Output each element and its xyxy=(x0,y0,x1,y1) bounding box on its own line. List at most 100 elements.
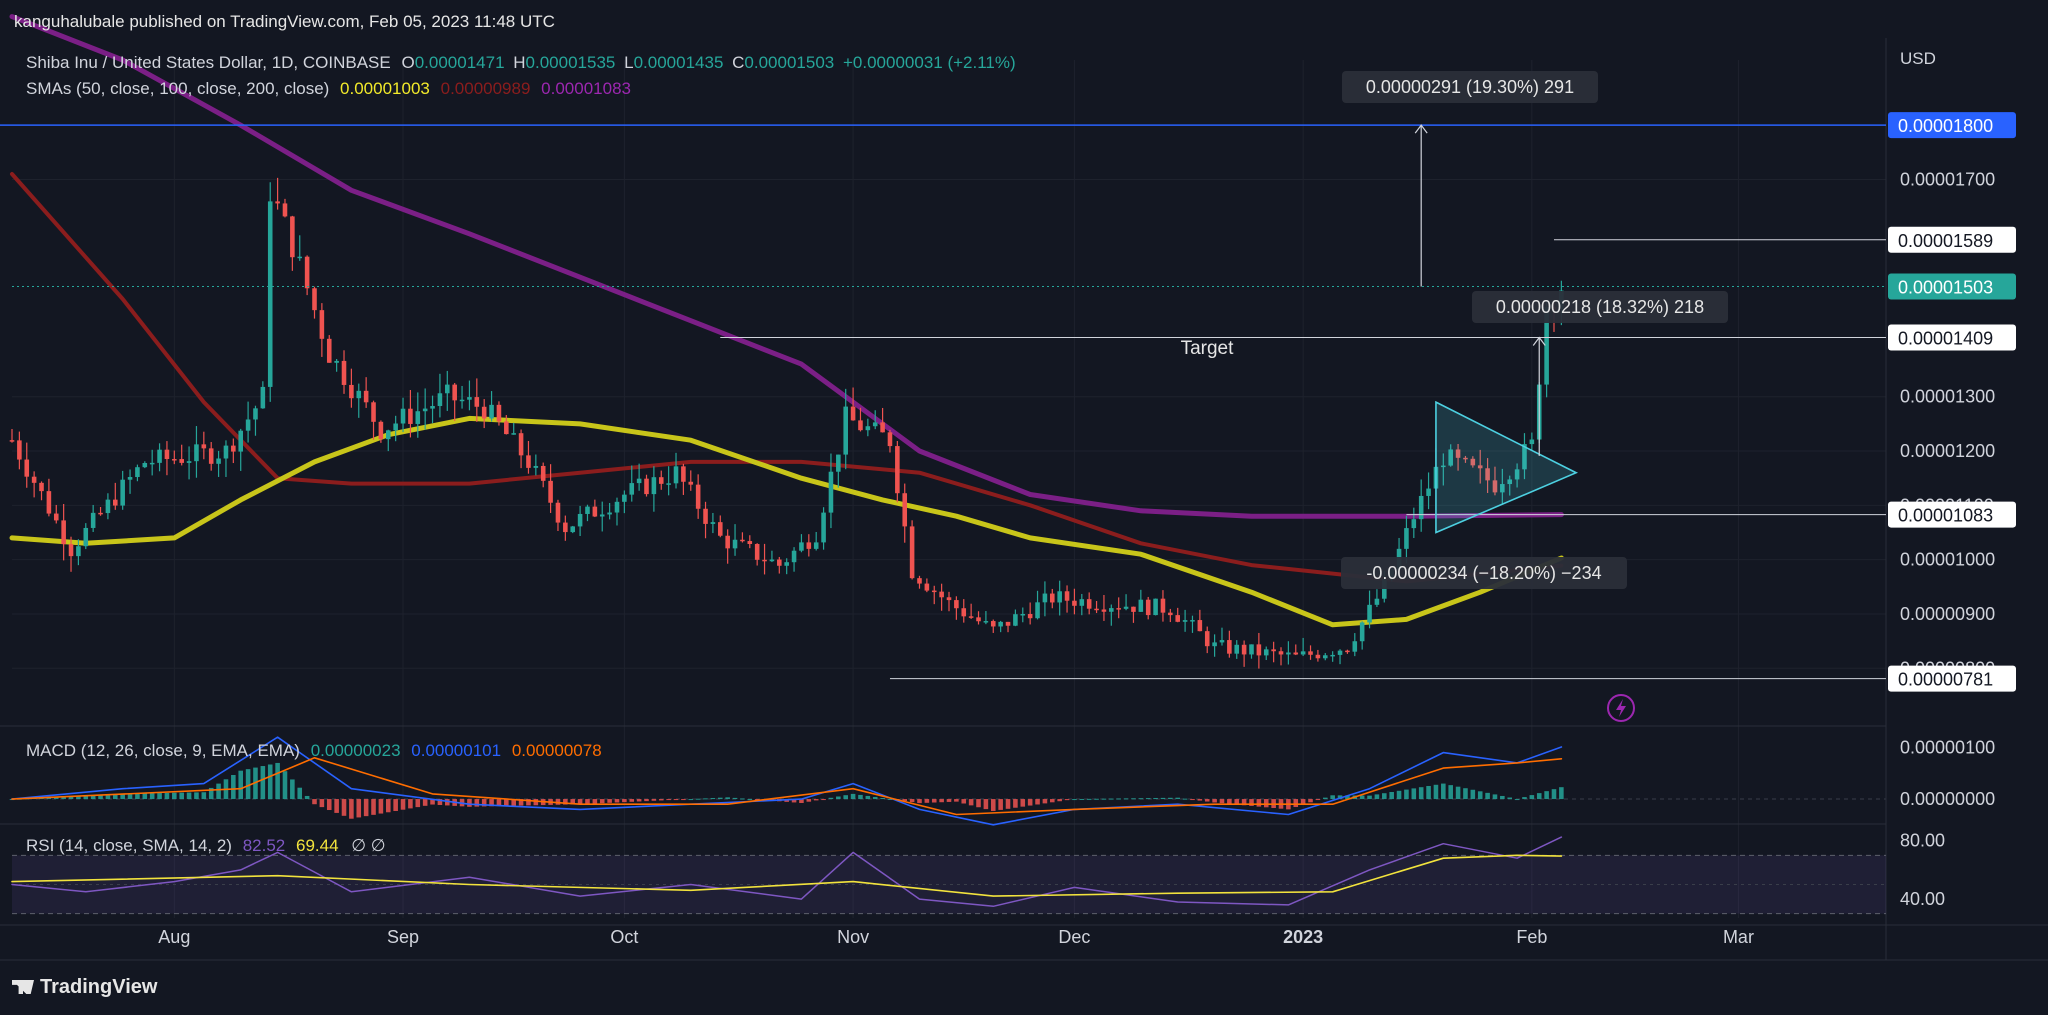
candle[interactable] xyxy=(459,385,465,409)
candle[interactable] xyxy=(334,359,339,372)
candle[interactable] xyxy=(1050,588,1055,609)
candle[interactable] xyxy=(127,469,133,494)
candle[interactable] xyxy=(422,388,428,430)
candle[interactable] xyxy=(46,478,52,517)
candle[interactable] xyxy=(599,501,605,532)
candle[interactable] xyxy=(968,603,974,619)
candle[interactable] xyxy=(1345,649,1350,654)
candle[interactable] xyxy=(24,442,30,488)
candle[interactable] xyxy=(821,507,826,550)
candle[interactable] xyxy=(658,470,664,490)
candle[interactable] xyxy=(208,442,214,471)
measure-label-mid[interactable]: 0.00000218 (18.32%) 218 xyxy=(1472,291,1728,323)
candle[interactable] xyxy=(1470,456,1476,468)
candle[interactable] xyxy=(1293,644,1299,656)
candle[interactable] xyxy=(312,286,317,319)
candle[interactable] xyxy=(1175,607,1181,623)
candle[interactable] xyxy=(326,335,332,363)
candle[interactable] xyxy=(585,504,590,522)
candle[interactable] xyxy=(400,397,406,433)
candle[interactable] xyxy=(740,532,745,543)
candle[interactable] xyxy=(9,429,15,443)
candle[interactable] xyxy=(1249,644,1254,659)
candle[interactable] xyxy=(1418,479,1424,532)
candle[interactable] xyxy=(474,378,480,422)
candle[interactable] xyxy=(430,395,435,424)
candle[interactable] xyxy=(415,392,421,438)
candle[interactable] xyxy=(1330,651,1335,662)
currency-label[interactable]: USD xyxy=(1900,49,1936,68)
candle[interactable] xyxy=(39,481,44,501)
candle[interactable] xyxy=(1286,641,1291,665)
candle[interactable] xyxy=(186,446,192,480)
candle[interactable] xyxy=(895,441,900,503)
candle[interactable] xyxy=(636,463,642,491)
candle[interactable] xyxy=(53,504,59,524)
candle[interactable] xyxy=(725,529,730,564)
candle[interactable] xyxy=(681,463,686,495)
candle[interactable] xyxy=(563,515,568,541)
candle[interactable] xyxy=(223,440,229,477)
candle[interactable] xyxy=(1057,580,1062,616)
candle[interactable] xyxy=(555,499,561,532)
candle[interactable] xyxy=(98,507,103,516)
candle[interactable] xyxy=(1072,588,1077,615)
candle[interactable] xyxy=(880,407,885,433)
candle[interactable] xyxy=(105,493,111,520)
candle[interactable] xyxy=(732,524,738,556)
candle[interactable] xyxy=(1315,649,1321,662)
candle[interactable] xyxy=(1308,645,1313,660)
candle[interactable] xyxy=(1411,507,1417,539)
candle[interactable] xyxy=(843,388,848,470)
candle[interactable] xyxy=(1190,615,1195,633)
candle[interactable] xyxy=(799,534,804,553)
candle[interactable] xyxy=(909,520,915,580)
candle[interactable] xyxy=(90,504,96,532)
candle[interactable] xyxy=(1005,621,1011,633)
candle[interactable] xyxy=(1109,604,1114,626)
candle[interactable] xyxy=(1160,590,1166,622)
candle[interactable] xyxy=(1455,443,1461,471)
candle[interactable] xyxy=(850,387,856,421)
candle[interactable] xyxy=(1064,585,1070,613)
candle[interactable] xyxy=(356,383,362,418)
candle[interactable] xyxy=(452,382,457,421)
candle[interactable] xyxy=(149,449,155,476)
candle[interactable] xyxy=(887,429,893,453)
measure-label-down[interactable]: -0.00000234 (−18.20%) −234 xyxy=(1341,557,1627,589)
candle[interactable] xyxy=(1168,608,1173,623)
candle[interactable] xyxy=(703,501,708,539)
candle[interactable] xyxy=(1123,594,1129,611)
candle[interactable] xyxy=(1522,433,1527,480)
candle[interactable] xyxy=(1500,468,1505,505)
candle[interactable] xyxy=(1116,597,1121,619)
candle[interactable] xyxy=(917,575,922,589)
candle[interactable] xyxy=(651,466,657,512)
candle[interactable] xyxy=(666,466,671,496)
candle[interactable] xyxy=(1485,458,1490,493)
candle[interactable] xyxy=(260,381,266,409)
candle[interactable] xyxy=(1145,596,1151,620)
candle[interactable] xyxy=(1219,627,1225,646)
candle[interactable] xyxy=(157,443,162,472)
candle[interactable] xyxy=(769,550,775,563)
candle[interactable] xyxy=(1337,649,1343,665)
candle[interactable] xyxy=(673,452,679,489)
candle[interactable] xyxy=(238,428,244,471)
candle[interactable] xyxy=(1492,466,1498,496)
candle[interactable] xyxy=(1529,432,1535,450)
candle[interactable] xyxy=(496,401,502,426)
candle[interactable] xyxy=(172,450,177,465)
drawings[interactable]: 0.00000291 (19.30%) 291 0.00000218 (18.32… xyxy=(0,71,1886,722)
candle[interactable] xyxy=(1256,632,1262,669)
candle[interactable] xyxy=(1278,647,1284,666)
candle[interactable] xyxy=(784,558,789,575)
candle[interactable] xyxy=(518,429,524,469)
candle[interactable] xyxy=(1448,444,1453,467)
candle[interactable] xyxy=(1463,455,1468,463)
sma-legend[interactable]: SMAs (50, close, 100, close, 200, close)… xyxy=(26,79,631,99)
measure-arrow-mid[interactable] xyxy=(1532,336,1546,456)
candle[interactable] xyxy=(570,525,576,534)
candle[interactable] xyxy=(902,483,908,543)
